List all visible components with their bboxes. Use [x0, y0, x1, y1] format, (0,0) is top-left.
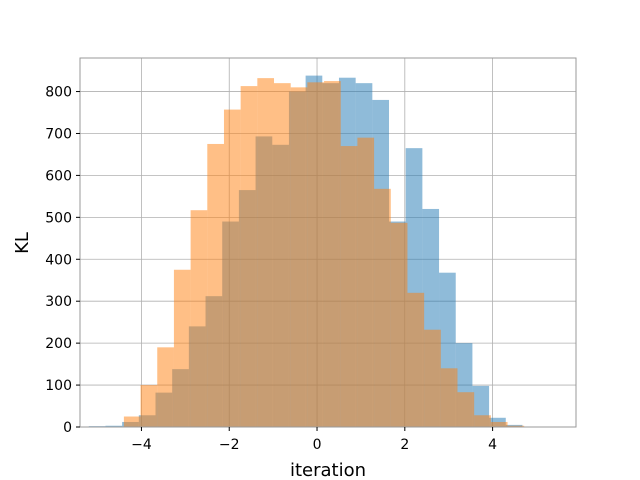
histogram-bar-series-2 — [507, 425, 525, 427]
x-tick-label: 2 — [400, 437, 409, 453]
histogram-bar-series-2 — [257, 78, 275, 428]
x-axis-ticks: −4 −2 0 2 4 — [131, 427, 497, 453]
y-axis-label: KL — [12, 232, 33, 254]
histogram-bar-series-2 — [173, 269, 191, 427]
histogram-bar-series-2 — [207, 143, 224, 428]
histogram-bar-series-2 — [457, 392, 475, 427]
y-tick-label: 0 — [63, 420, 72, 436]
x-tick-label: −4 — [131, 437, 152, 453]
y-tick-label: 300 — [45, 294, 72, 310]
plot-frame — [79, 57, 577, 428]
histogram-bar-series-2 — [240, 86, 258, 428]
y-tick-label: 200 — [45, 336, 72, 352]
histogram-bar-series-2 — [340, 146, 358, 427]
histogram-bar-series-2 — [223, 109, 241, 427]
y-tick-label: 800 — [45, 85, 72, 101]
histogram-bar-series-2 — [390, 222, 408, 427]
x-axis-label: iteration — [290, 460, 366, 480]
histogram-bar-series-2 — [490, 421, 508, 427]
histogram-bar-series-2 — [440, 368, 458, 427]
y-axis-ticks: 0 100 200 300 400 500 600 700 800 — [45, 85, 80, 436]
histogram-bar-series-2 — [190, 210, 208, 427]
histogram-bar-series-2 — [307, 82, 325, 427]
histogram-bar-series-2 — [374, 188, 391, 427]
histogram-bars — [88, 75, 541, 428]
x-tick-label: 0 — [313, 437, 322, 453]
x-tick-label: 4 — [488, 437, 497, 453]
histogram-bar-series-2 — [290, 87, 308, 428]
y-tick-label: 600 — [45, 168, 72, 184]
x-tick-label: −2 — [219, 437, 240, 453]
histogram-bar-series-2 — [407, 292, 425, 427]
histogram-bar-series-2 — [424, 329, 441, 427]
y-tick-label: 400 — [45, 252, 72, 268]
histogram-bar-series-2 — [157, 347, 174, 427]
histogram-bar-series-2 — [274, 83, 291, 427]
histogram-bar-series-2 — [357, 137, 375, 427]
histogram-bar-series-1 — [105, 425, 123, 427]
histogram-bar-series-2 — [123, 416, 141, 427]
y-tick-label: 700 — [45, 126, 72, 142]
y-tick-label: 100 — [45, 378, 72, 394]
histogram-bar-series-2 — [474, 415, 491, 427]
y-tick-label: 500 — [45, 210, 72, 226]
histogram-bar-series-2 — [324, 81, 341, 427]
histogram-bar-series-2 — [140, 385, 158, 427]
